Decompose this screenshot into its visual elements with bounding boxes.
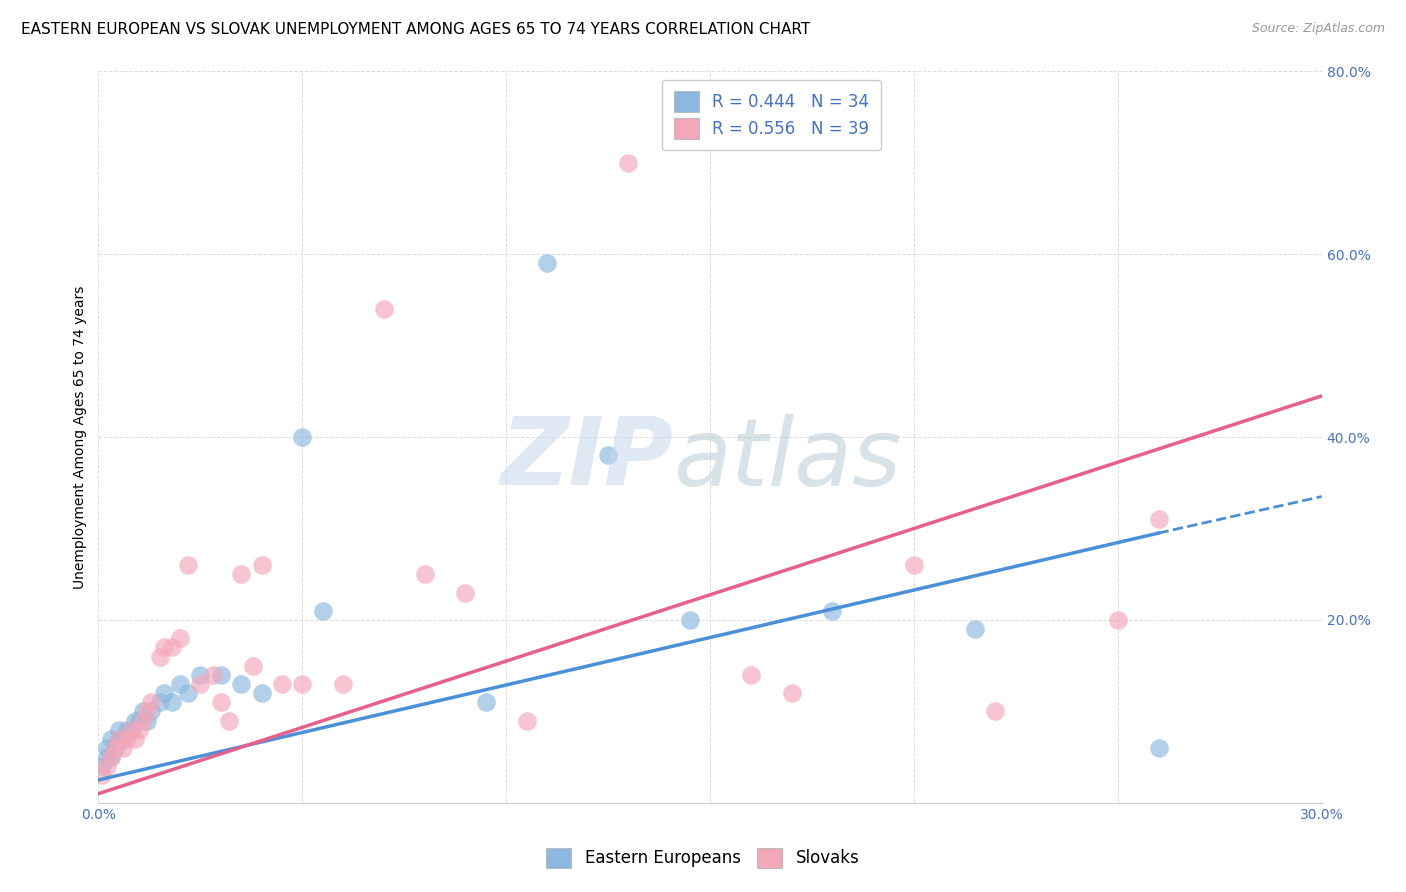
Point: [108, 731, 131, 746]
Point: [108, 723, 131, 737]
Point: [291, 430, 314, 444]
Point: [136, 714, 159, 728]
Point: [679, 613, 702, 627]
Point: [111, 740, 134, 755]
Point: [111, 731, 134, 746]
Point: [160, 640, 183, 655]
Point: [780, 686, 803, 700]
Point: [141, 705, 163, 719]
Legend: R = 0.444   N = 34, R = 0.556   N = 39: R = 0.444 N = 34, R = 0.556 N = 39: [662, 79, 880, 151]
Point: [270, 677, 294, 691]
Y-axis label: Unemployment Among Ages 65 to 74 years: Unemployment Among Ages 65 to 74 years: [73, 285, 87, 589]
Point: [984, 705, 1007, 719]
Point: [141, 695, 163, 709]
Point: [152, 686, 174, 700]
Text: EASTERN EUROPEAN VS SLOVAK UNEMPLOYMENT AMONG AGES 65 TO 74 YEARS CORRELATION CH: EASTERN EUROPEAN VS SLOVAK UNEMPLOYMENT …: [21, 22, 810, 37]
Point: [132, 705, 155, 719]
Point: [332, 677, 354, 691]
Point: [598, 449, 620, 463]
Text: Source: ZipAtlas.com: Source: ZipAtlas.com: [1251, 22, 1385, 36]
Point: [250, 558, 273, 573]
Point: [124, 714, 146, 728]
Point: [115, 731, 138, 746]
Point: [903, 558, 925, 573]
Point: [160, 695, 183, 709]
Point: [149, 649, 172, 664]
Point: [413, 567, 436, 582]
Point: [209, 695, 232, 709]
Point: [152, 640, 174, 655]
Point: [124, 731, 146, 746]
Point: [454, 585, 477, 599]
Point: [291, 677, 314, 691]
Point: [169, 632, 191, 646]
Point: [250, 686, 273, 700]
Point: [373, 301, 395, 317]
Point: [108, 731, 131, 746]
Point: [104, 740, 127, 755]
Point: [201, 667, 224, 681]
Point: [617, 156, 640, 170]
Point: [100, 731, 122, 746]
Point: [96, 740, 118, 755]
Point: [231, 567, 253, 582]
Point: [1147, 740, 1170, 755]
Point: [128, 723, 150, 737]
Legend: Eastern Europeans, Slovaks: Eastern Europeans, Slovaks: [540, 841, 866, 875]
Point: [188, 667, 212, 681]
Point: [218, 714, 240, 728]
Point: [177, 686, 200, 700]
Point: [188, 677, 212, 691]
Point: [1147, 512, 1170, 526]
Point: [132, 714, 155, 728]
Point: [100, 750, 122, 764]
Point: [312, 604, 335, 618]
Point: [1107, 613, 1129, 627]
Point: [120, 723, 142, 737]
Point: [96, 750, 118, 764]
Point: [100, 750, 122, 764]
Point: [169, 677, 191, 691]
Point: [120, 723, 142, 737]
Point: [91, 768, 114, 782]
Point: [128, 714, 150, 728]
Point: [516, 714, 538, 728]
Point: [536, 256, 558, 270]
Point: [115, 723, 138, 737]
Point: [740, 667, 762, 681]
Point: [149, 695, 172, 709]
Point: [231, 677, 253, 691]
Text: atlas: atlas: [673, 414, 901, 505]
Point: [474, 695, 498, 709]
Point: [209, 667, 232, 681]
Point: [965, 622, 987, 636]
Point: [104, 740, 127, 755]
Point: [91, 759, 114, 773]
Point: [177, 558, 200, 573]
Point: [96, 759, 118, 773]
Text: ZIP: ZIP: [501, 413, 673, 505]
Point: [242, 658, 264, 673]
Point: [821, 604, 844, 618]
Point: [136, 705, 159, 719]
